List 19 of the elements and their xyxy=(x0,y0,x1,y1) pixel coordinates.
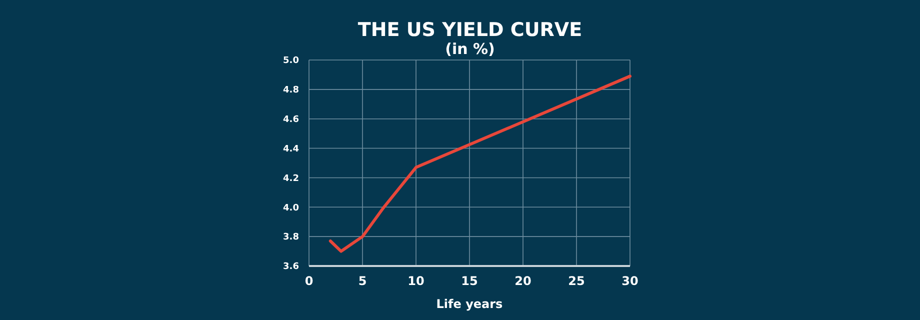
y-tick-label: 4.6 xyxy=(283,115,299,126)
x-tick-label: 15 xyxy=(461,274,478,288)
x-tick-label: 20 xyxy=(514,274,532,288)
line-series xyxy=(328,74,632,253)
y-tick-label: 5.0 xyxy=(283,56,299,66)
x-tick-label: 5 xyxy=(358,274,367,288)
x-tick-label: 10 xyxy=(408,274,424,288)
y-tick-label: 3.8 xyxy=(283,232,299,243)
y-tick-label: 4.2 xyxy=(283,174,299,184)
y-tick-label: 4.4 xyxy=(283,144,299,154)
x-tick-label: 0 xyxy=(304,274,314,288)
chart-subtitle: (in %) xyxy=(445,40,495,58)
y-tick-label: 3.6 xyxy=(283,262,299,272)
chart-title: THE US YIELD CURVE xyxy=(358,19,582,41)
y-tick-label: 4.8 xyxy=(283,86,299,96)
y-tick-label: 4.0 xyxy=(283,203,299,214)
x-axis-title: Life years xyxy=(436,297,503,311)
x-tick-label: 25 xyxy=(568,274,585,288)
x-tick-label: 30 xyxy=(622,274,638,288)
